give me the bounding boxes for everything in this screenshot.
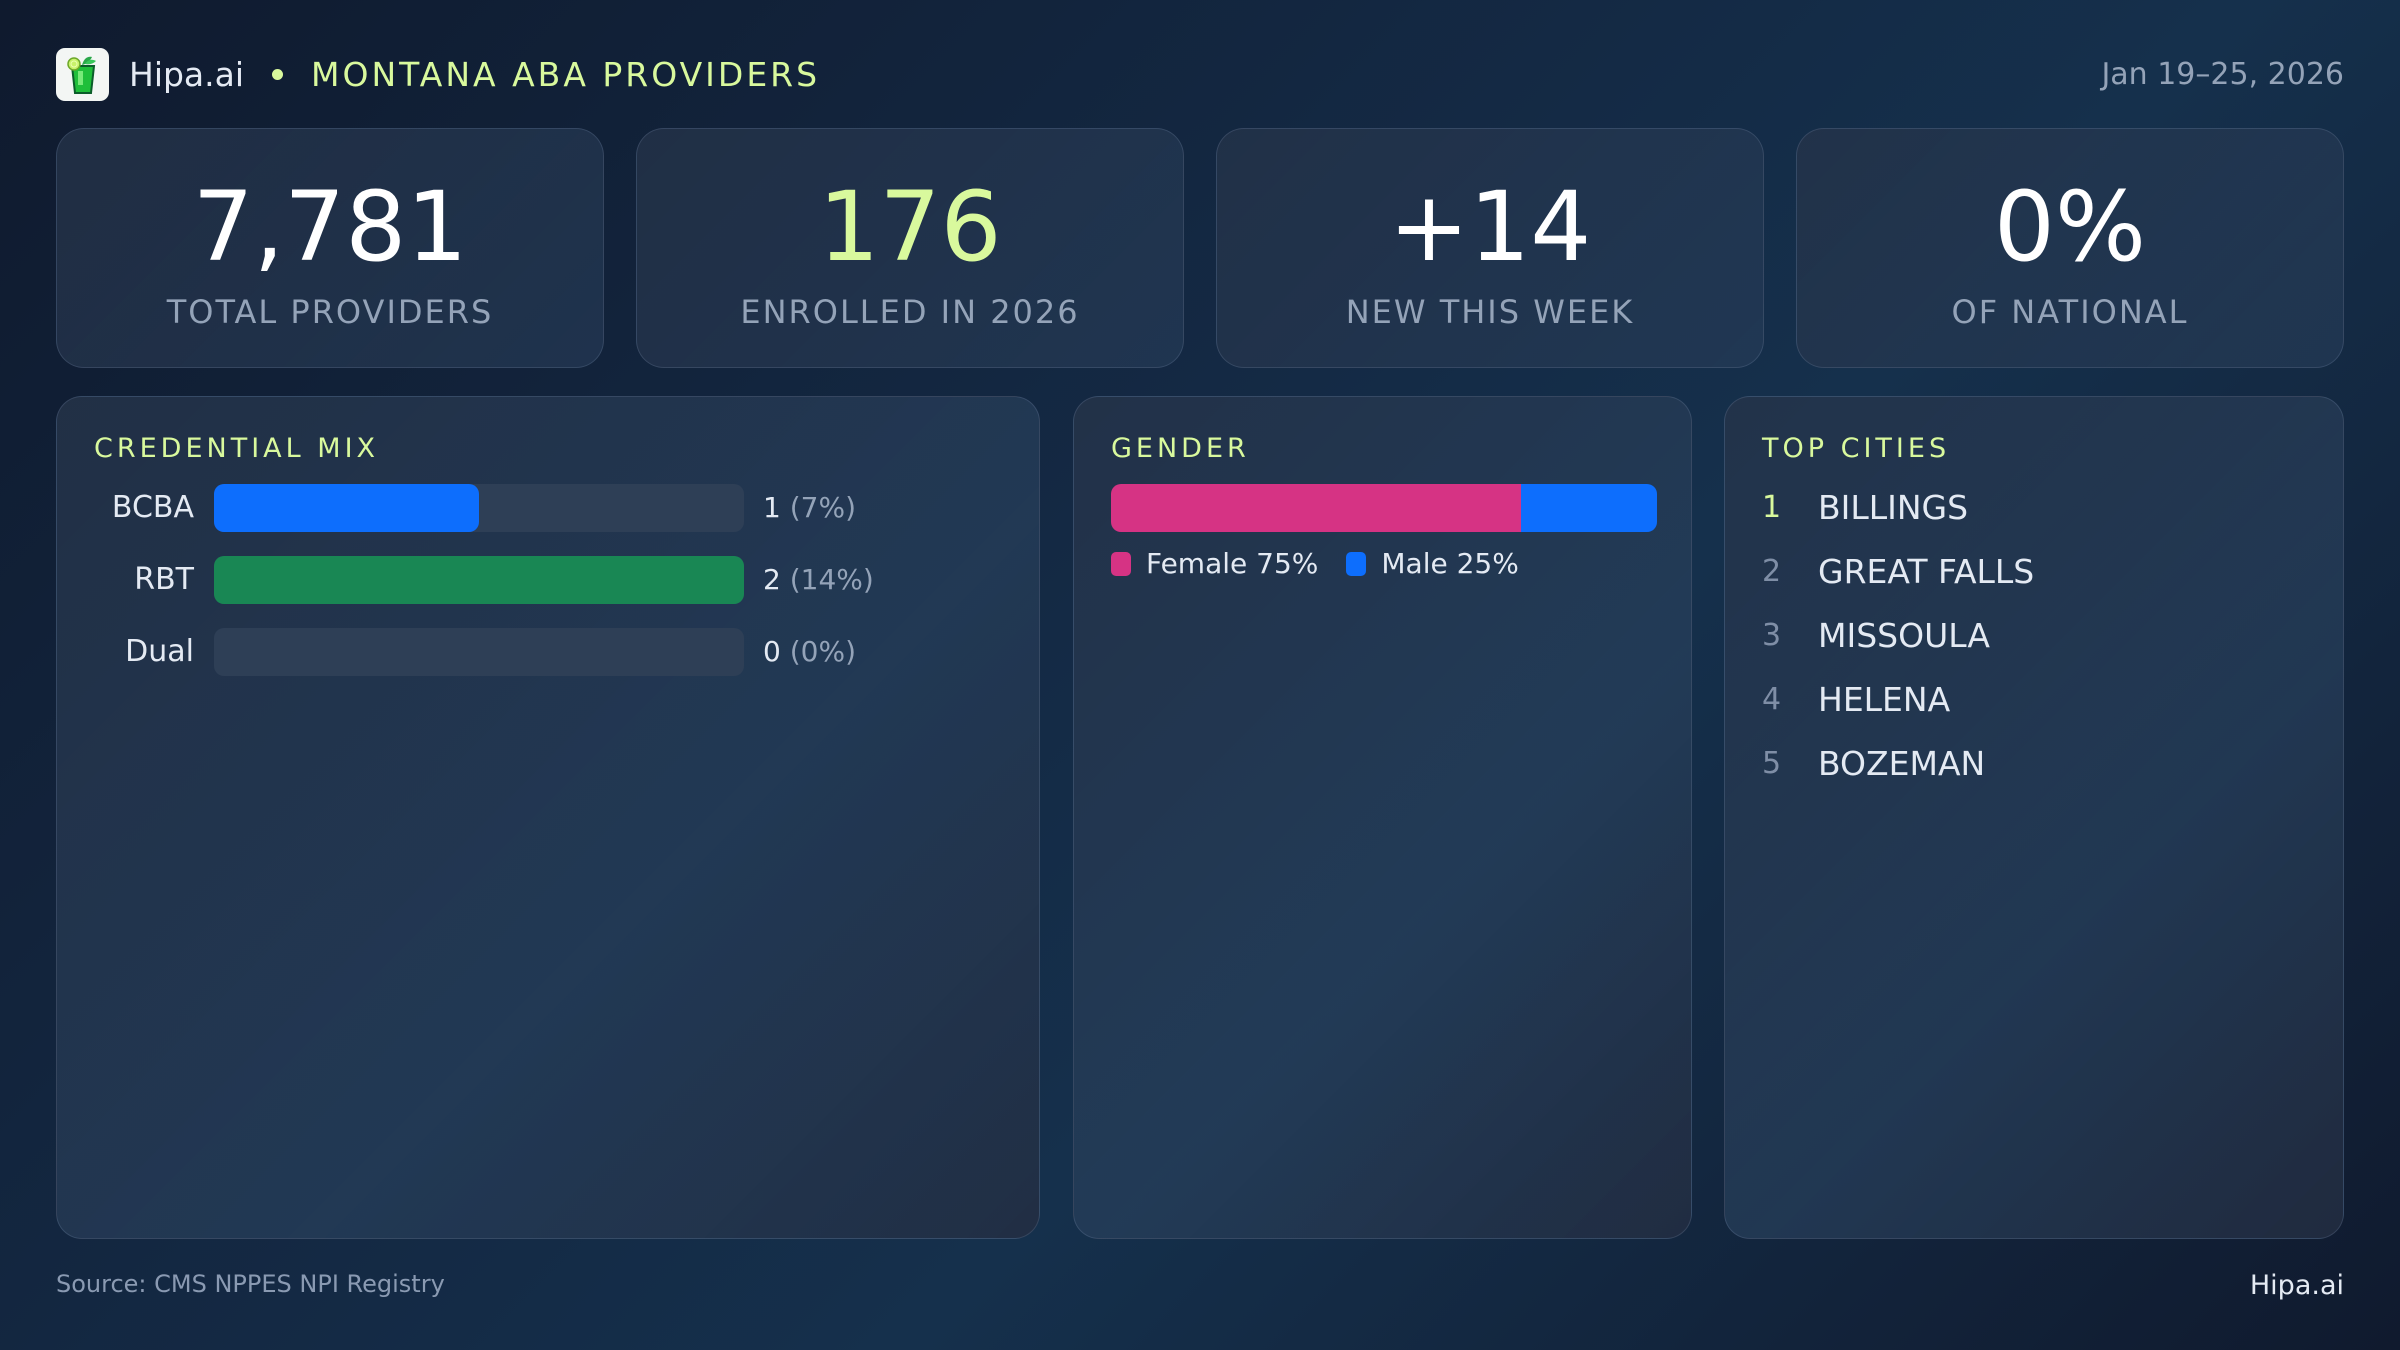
- credential-row-dual: Dual 0 (0%): [57, 628, 1039, 676]
- city-list-item: 2 GREAT FALLS: [1762, 547, 2034, 595]
- city-list-item: 5 BOZEMAN: [1762, 739, 1985, 787]
- stat-card-enrolled: 176 ENROLLED IN 2026: [636, 128, 1184, 368]
- city-list-item: 3 MISSOULA: [1762, 611, 1990, 659]
- stat-value: 176: [818, 171, 1002, 283]
- stat-label: NEW THIS WEEK: [1345, 293, 1635, 331]
- city-name: HELENA: [1818, 679, 1951, 719]
- panel-title: CREDENTIAL MIX: [94, 433, 380, 464]
- credential-mix-panel: CREDENTIAL MIX BCBA 1 (7%) RBT 2 (14%) D…: [56, 396, 1040, 1239]
- legend-item-female: Female 75%: [1111, 547, 1318, 580]
- legend-item-male: Male 25%: [1346, 547, 1519, 580]
- credential-label: BCBA: [111, 490, 194, 525]
- credential-bar-track: [214, 484, 744, 532]
- top-cities-panel: TOP CITIES 1 BILLINGS 2 GREAT FALLS 3 MI…: [1724, 396, 2344, 1239]
- credential-label: RBT: [134, 562, 194, 597]
- stat-value: 0%: [1993, 171, 2147, 283]
- mojito-glass-icon: [56, 47, 109, 101]
- city-rank: 3: [1762, 617, 1782, 653]
- city-name: GREAT FALLS: [1818, 551, 2035, 591]
- city-name: BILLINGS: [1818, 487, 1969, 527]
- city-rank: 5: [1762, 745, 1782, 781]
- date-range: Jan 19–25, 2026: [2101, 56, 2344, 92]
- city-rank: 1: [1762, 489, 1782, 525]
- credential-value: 1 (7%): [763, 491, 857, 524]
- credential-bar-fill: [214, 556, 744, 604]
- gender-stacked-bar: [1111, 484, 1657, 532]
- credential-bar-fill: [214, 484, 479, 532]
- source-note: Source: CMS NPPES NPI Registry: [56, 1270, 445, 1298]
- stat-label: ENROLLED IN 2026: [740, 293, 1080, 331]
- gender-segment-female: [1111, 484, 1521, 532]
- credential-row-bcba: BCBA 1 (7%): [57, 484, 1039, 532]
- city-list-item: 1 BILLINGS: [1762, 483, 1968, 531]
- gender-segment-male: [1520, 484, 1657, 532]
- credential-bar-track: [214, 628, 744, 676]
- header: Hipa.ai MONTANA ABA PROVIDERS Jan 19–25,…: [56, 46, 2344, 102]
- male-swatch-icon: [1346, 551, 1367, 576]
- credential-label: Dual: [125, 634, 194, 669]
- credential-value: 0 (0%): [763, 635, 857, 668]
- city-name: MISSOULA: [1818, 615, 1990, 655]
- gender-legend: Female 75% Male 25%: [1111, 547, 1547, 580]
- stat-value: +14: [1388, 171, 1592, 283]
- footer-brand: Hipa.ai: [2249, 1270, 2344, 1301]
- city-list-item: 4 HELENA: [1762, 675, 1950, 723]
- page-title: MONTANA ABA PROVIDERS: [311, 54, 821, 94]
- stat-label: OF NATIONAL: [1951, 293, 2189, 331]
- city-rank: 4: [1762, 681, 1782, 717]
- stat-label: TOTAL PROVIDERS: [166, 293, 494, 331]
- stat-value: 7,781: [192, 171, 468, 283]
- female-swatch-icon: [1111, 551, 1131, 576]
- separator-dot: [272, 68, 284, 80]
- brand-name: Hipa.ai: [129, 54, 245, 94]
- stat-card-of-national: 0% OF NATIONAL: [1796, 128, 2344, 368]
- panel-title: GENDER: [1111, 433, 1250, 464]
- panel-title: TOP CITIES: [1762, 433, 1951, 464]
- city-rank: 2: [1762, 553, 1782, 589]
- credential-bar-track: [214, 556, 744, 604]
- stat-card-total-providers: 7,781 TOTAL PROVIDERS: [56, 128, 604, 368]
- stat-card-new-this-week: +14 NEW THIS WEEK: [1216, 128, 1764, 368]
- gender-panel: GENDER Female 75% Male 25%: [1073, 396, 1692, 1239]
- credential-row-rbt: RBT 2 (14%): [57, 556, 1039, 604]
- city-name: BOZEMAN: [1818, 743, 1986, 783]
- credential-value: 2 (14%): [763, 563, 874, 596]
